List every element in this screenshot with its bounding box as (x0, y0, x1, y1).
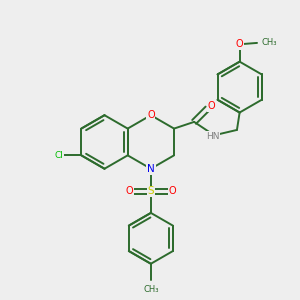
Text: Cl: Cl (55, 151, 64, 160)
Text: O: O (208, 101, 215, 111)
Text: CH₃: CH₃ (262, 38, 277, 47)
Text: N: N (147, 164, 155, 174)
Text: HN: HN (206, 132, 220, 141)
Text: CH₃: CH₃ (143, 285, 159, 294)
Text: O: O (126, 187, 133, 196)
Text: S: S (148, 187, 154, 196)
Text: O: O (147, 110, 155, 120)
Text: O: O (169, 187, 176, 196)
Text: O: O (236, 39, 243, 49)
